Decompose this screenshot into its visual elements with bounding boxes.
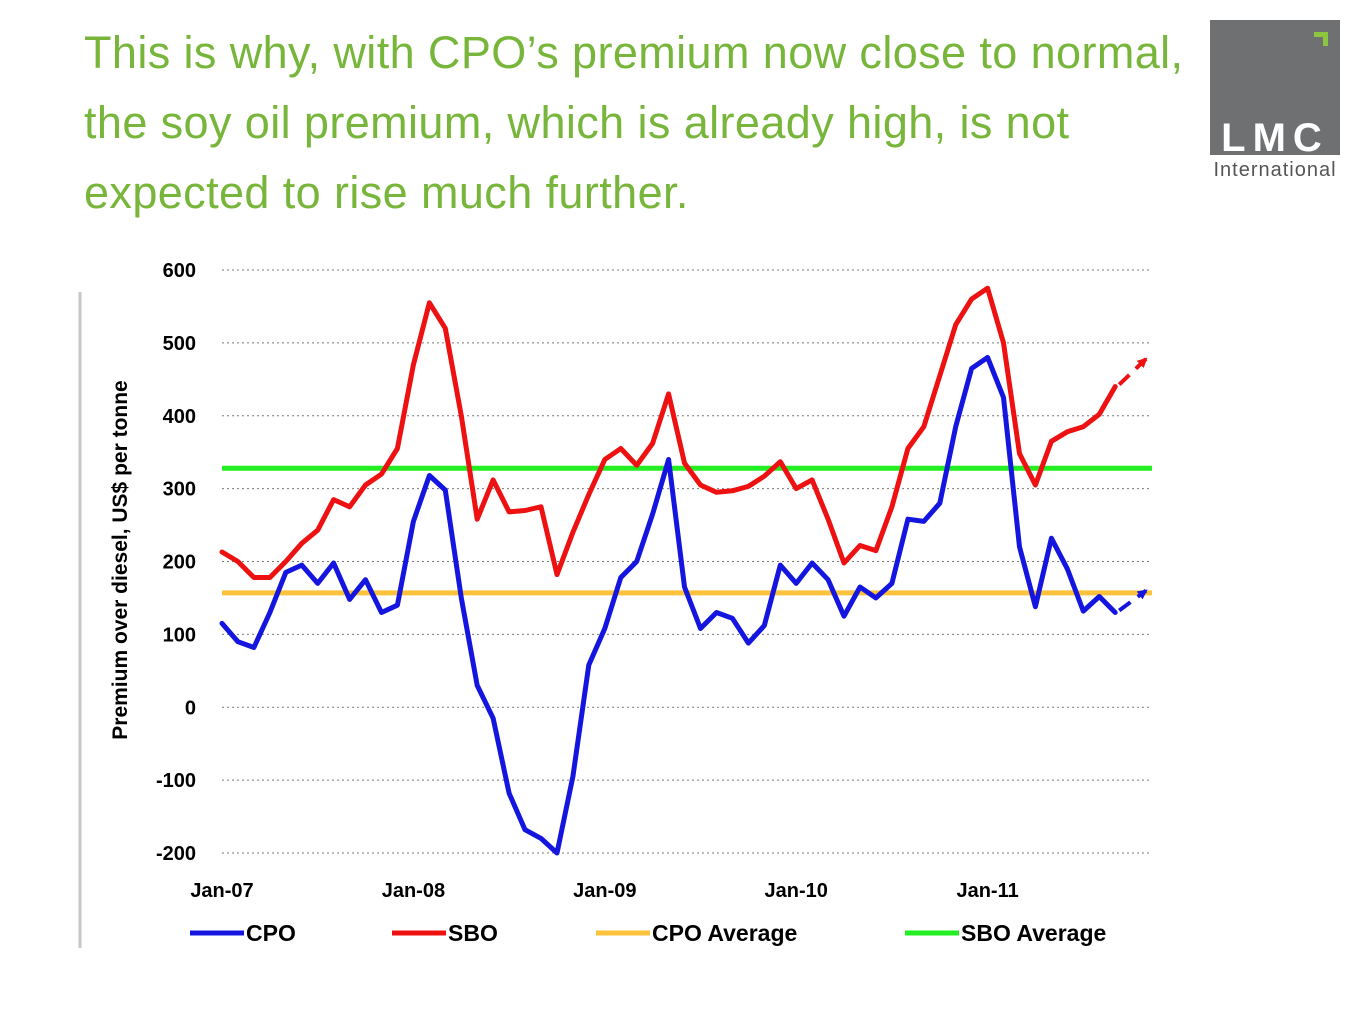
series-lines [219,285,1148,856]
x-tick-label: Jan-10 [765,880,828,902]
page-title: This is why, with CPO’s premium now clos… [84,27,1184,218]
x-tick-label: Jan-11 [956,880,1018,902]
y-tick-label: 0 [185,697,196,719]
legend: CPO SBO CPO Average SBO Average [190,920,1106,946]
y-tick-label: 200 [163,552,196,574]
sbo-line [219,285,1118,580]
x-axis-ticks: Jan-07 Jan-08 Jan-09 Jan-10 Jan-11 [190,880,1018,902]
legend-label-cpo: CPO [246,920,296,946]
legend-label-cpo-average: CPO Average [652,920,797,946]
y-axis-label: Premium over diesel, US$ per tonne [109,380,132,739]
corner-accent-icon [1314,32,1328,46]
x-tick-label: Jan-08 [382,880,445,902]
y-tick-label: 300 [163,479,196,501]
y-tick-label: 500 [163,333,196,355]
y-tick-label: -200 [156,843,196,865]
y-tick-label: 600 [163,260,196,282]
gridlines [222,269,1152,854]
legend-label-sbo: SBO [448,920,498,946]
legend-label-sbo-average: SBO Average [961,920,1106,946]
y-tick-label: 400 [163,406,196,428]
y-axis-ticks: 600 500 400 300 200 100 0 -100 -200 [156,260,196,865]
y-tick-label: 100 [163,624,196,646]
lmc-logo: LMC [1210,20,1340,160]
logo-mark: LMC [1221,116,1329,160]
x-tick-label: Jan-07 [190,880,253,902]
cpo-projection-arrow [1118,589,1148,613]
cpo-line [219,354,1118,856]
x-tick-label: Jan-09 [573,880,636,902]
sbo-projection-arrow [1117,357,1148,387]
y-tick-label: -100 [156,770,196,792]
logo-subtitle: International [1213,159,1337,181]
